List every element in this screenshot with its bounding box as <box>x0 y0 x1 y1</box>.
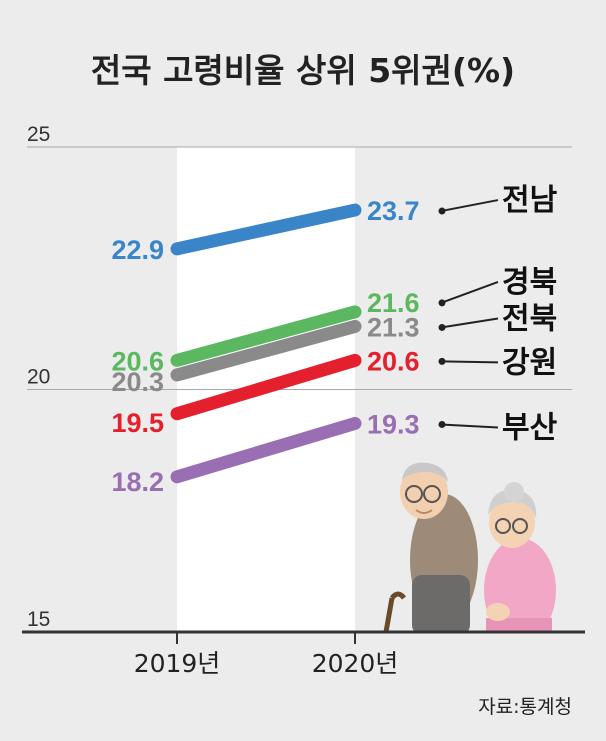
leader-dot <box>438 420 446 428</box>
data-label-2019: 20.3 <box>111 367 164 397</box>
data-label-2020: 21.6 <box>367 288 420 318</box>
leader-dot <box>438 299 446 307</box>
leader-dot <box>438 323 446 331</box>
series-layer: 22.9 23.7 전남 20.6 21.6 경북 20.3 21.3 전북 19.5 20.6 강원… <box>111 183 557 497</box>
y-tick-label: 25 <box>27 123 50 146</box>
series-name-label: 부산 <box>502 410 558 445</box>
data-label-2019: 22.9 <box>111 235 164 265</box>
elderly-couple-illustration <box>383 462 556 632</box>
leader-line <box>440 280 499 304</box>
data-label-2020: 20.6 <box>367 346 420 376</box>
data-label-2020: 23.7 <box>367 196 420 226</box>
series-name-label: 전남 <box>502 183 558 218</box>
leader-dot <box>438 207 446 215</box>
series-line-경북 <box>170 305 362 367</box>
data-label-2019: 18.2 <box>111 467 164 497</box>
data-label-2019: 19.5 <box>111 408 164 438</box>
series-name-label: 전북 <box>502 301 557 336</box>
x-tick-label: 2019년 <box>134 649 221 678</box>
chart-title: 전국 고령비율 상위 5위권(%) <box>91 51 515 90</box>
series-name-label: 강원 <box>502 345 557 380</box>
series-line-전북 <box>170 319 362 382</box>
y-tick-label: 20 <box>27 366 50 389</box>
y-tick-label: 15 <box>27 608 50 631</box>
data-label-2019: 20.6 <box>111 346 164 376</box>
data-label-2020: 21.3 <box>367 312 420 342</box>
x-tick-label: 2020년 <box>312 649 399 678</box>
data-label-2020: 19.3 <box>367 409 420 439</box>
series-line-부산 <box>170 416 362 484</box>
series-name-label: 경북 <box>502 265 557 300</box>
leader-line <box>440 423 499 429</box>
leader-line <box>440 199 499 213</box>
series-line-강원 <box>170 353 362 421</box>
leader-line <box>440 317 499 329</box>
series-line-전남 <box>170 203 362 256</box>
leader-line <box>440 360 499 364</box>
leader-dot <box>438 357 446 365</box>
source-note: 자료:통계청 <box>478 696 572 718</box>
